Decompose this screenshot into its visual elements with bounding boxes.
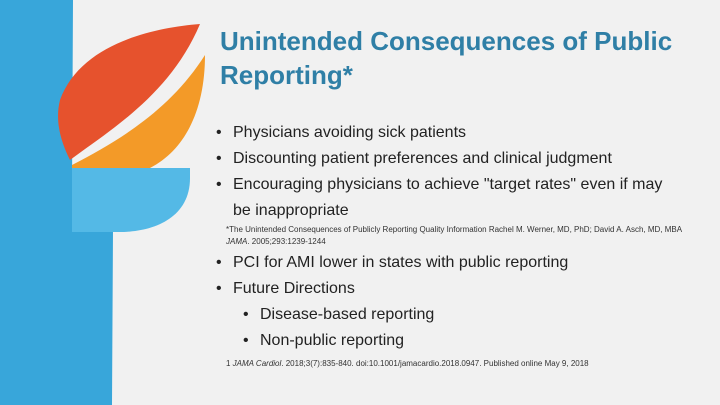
brand-logo-icon	[0, 0, 205, 405]
bullet-list-consequences: Physicians avoiding sick patients Discou…	[216, 120, 711, 224]
sub-bullet-item: Non-public reporting	[243, 328, 703, 354]
bullet-item: Discounting patient preferences and clin…	[216, 146, 711, 172]
bullet-item: Encouraging physicians to achieve "targe…	[216, 172, 711, 198]
footnote-citation-werner: *The Unintended Consequences of Publicly…	[226, 224, 701, 248]
bullet-item: Future Directions	[216, 276, 711, 302]
slide-title: Unintended Consequences of Public Report…	[220, 26, 673, 90]
footnote-citation-jama-cardiol: 1 JAMA Cardiol. 2018;3(7):835-840. doi:1…	[226, 358, 701, 370]
bullet-item: Physicians avoiding sick patients	[216, 120, 711, 146]
footnote-text: . 2018;3(7):835-840. doi:10.1001/jamacar…	[281, 359, 589, 368]
footnote-journal: JAMA Cardiol	[232, 359, 282, 368]
bullet-continuation: be inappropriate	[233, 202, 349, 219]
logo-bar-shape	[72, 168, 190, 232]
logo-leaf-top-shape	[58, 24, 200, 160]
footnote-marker: 1	[226, 359, 233, 368]
bullet-list-findings: PCI for AMI lower in states with public …	[216, 250, 711, 302]
bullet-list-future-directions: Disease-based reporting Non-public repor…	[243, 302, 703, 354]
logo-leaf-bottom-shape	[72, 55, 205, 168]
footnote-text: *The Unintended Consequences of Publicly…	[226, 225, 682, 234]
logo-stem-shape	[0, 0, 113, 405]
footnote-journal: JAMA	[226, 237, 248, 246]
bullet-item: PCI for AMI lower in states with public …	[216, 250, 711, 276]
sub-bullet-item: Disease-based reporting	[243, 302, 703, 328]
footnote-text: . 2005;293:1239-1244	[247, 237, 326, 246]
